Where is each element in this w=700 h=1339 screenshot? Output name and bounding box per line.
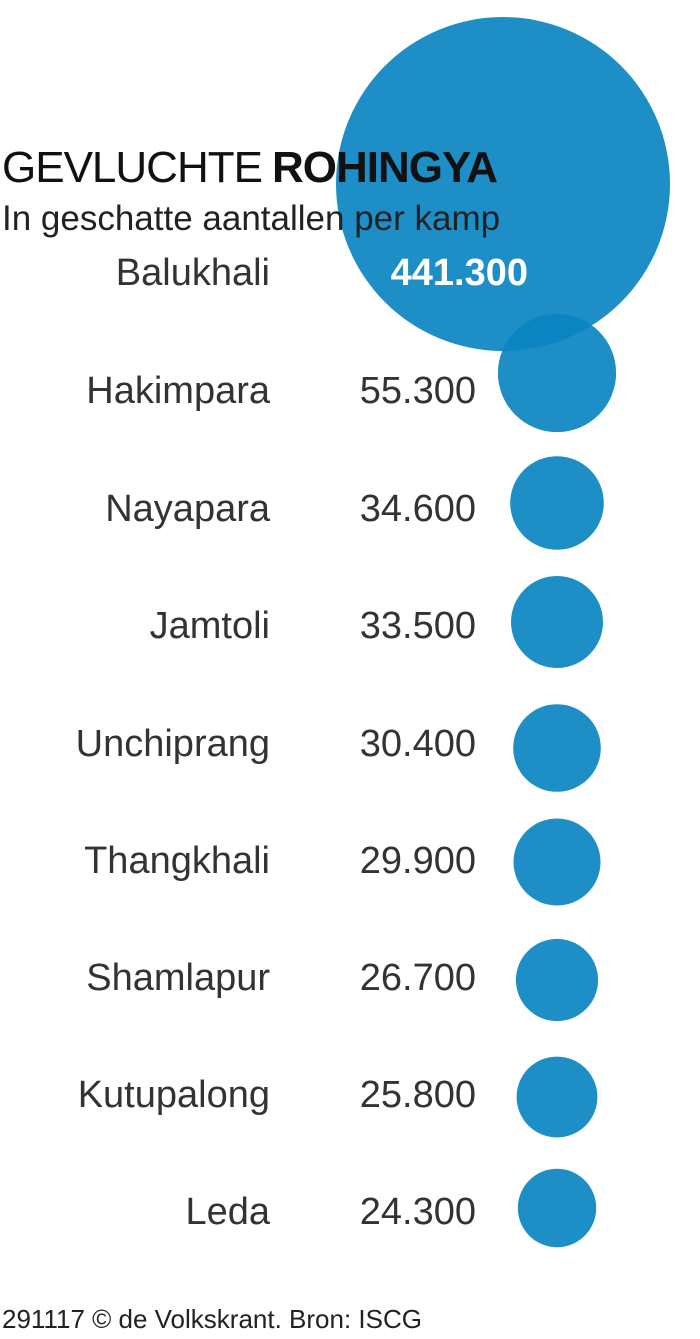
camp-value-kutupalong: 25.800 xyxy=(360,1074,476,1116)
bubble-hakimpara xyxy=(497,313,617,433)
camp-label-jamtoli: Jamtoli xyxy=(150,605,270,647)
bubble-kutupalong xyxy=(516,1056,598,1138)
camp-value-leda: 24.300 xyxy=(360,1191,476,1233)
bubble-jamtoli xyxy=(511,576,603,668)
camp-label-thangkhali: Thangkhali xyxy=(84,840,270,882)
camp-label-hakimpara: Hakimpara xyxy=(86,370,271,412)
camp-label-unchiprang: Unchiprang xyxy=(76,723,270,765)
camp-value-unchiprang: 30.400 xyxy=(360,723,476,765)
camp-label-shamlapur: Shamlapur xyxy=(86,957,270,999)
camp-label-balukhali: Balukhali xyxy=(116,252,270,294)
camp-value-jamtoli: 33.500 xyxy=(360,605,476,647)
camp-value-shamlapur: 26.700 xyxy=(360,957,476,999)
bubble-balukhali xyxy=(336,17,670,351)
bubble-shamlapur xyxy=(515,938,599,1022)
camp-value-hakimpara: 55.300 xyxy=(360,370,476,412)
source-footer: 291117 © de Volkskrant. Bron: ISCG xyxy=(2,1304,422,1334)
camp-label-leda: Leda xyxy=(185,1191,270,1233)
camp-value-nayapara: 34.600 xyxy=(360,488,476,530)
title-light: GEVLUCHTE xyxy=(2,143,262,192)
camp-label-kutupalong: Kutupalong xyxy=(78,1074,270,1116)
bubble-leda xyxy=(517,1168,597,1248)
chart-subtitle: In geschatte aantallen per kamp xyxy=(2,199,500,238)
bubble-unchiprang xyxy=(513,704,601,792)
bubble-nayapara xyxy=(510,456,604,550)
camp-value-thangkhali: 29.900 xyxy=(360,840,476,882)
camp-value-balukhali: 441.300 xyxy=(391,252,528,294)
bubbles-layer xyxy=(336,17,670,1248)
camp-label-nayapara: Nayapara xyxy=(105,488,271,530)
chart-title: GEVLUCHTE ROHINGYA xyxy=(2,143,497,192)
title-bold: ROHINGYA xyxy=(272,143,497,192)
bubble-thangkhali xyxy=(513,818,601,906)
labels-layer: Balukhali 441.300 Hakimpara 55.300 Nayapara 3… xyxy=(76,252,528,1233)
